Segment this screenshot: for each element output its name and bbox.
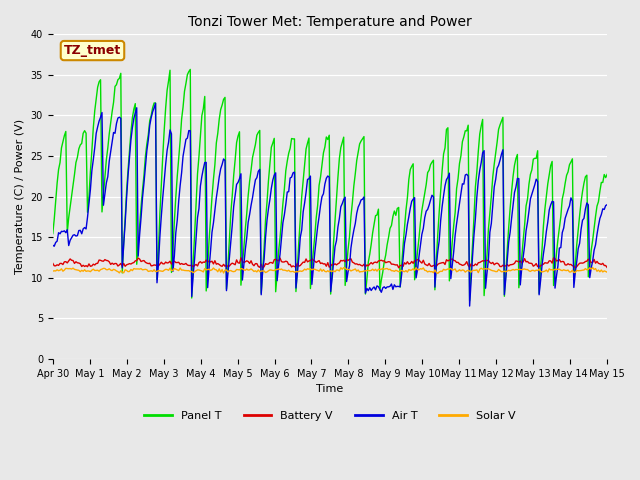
Battery V <box>602 263 609 268</box>
Air T <box>602 203 609 208</box>
Battery V <box>237 255 244 261</box>
Solar V <box>85 268 93 274</box>
Air T <box>68 235 76 240</box>
Battery V <box>337 258 345 264</box>
Line: Solar V: Solar V <box>52 267 607 274</box>
Battery V <box>68 257 76 263</box>
Panel T <box>85 194 93 200</box>
Air T <box>604 202 611 207</box>
Air T <box>466 303 474 309</box>
Battery V <box>447 256 454 262</box>
Text: TZ_tmet: TZ_tmet <box>64 44 121 57</box>
Panel T <box>529 156 537 162</box>
Y-axis label: Temperature (C) / Power (V): Temperature (C) / Power (V) <box>15 119 25 274</box>
Panel T <box>602 175 609 180</box>
Panel T <box>604 171 611 177</box>
Solar V <box>334 267 342 273</box>
Panel T <box>335 156 343 161</box>
Solar V <box>49 268 56 274</box>
Air T <box>152 100 159 106</box>
Legend: Panel T, Battery V, Air T, Solar V: Panel T, Battery V, Air T, Solar V <box>140 407 520 426</box>
Air T <box>85 200 93 206</box>
Air T <box>49 242 56 248</box>
Line: Air T: Air T <box>52 103 607 306</box>
Panel T <box>445 278 453 284</box>
Solar V <box>528 267 536 273</box>
Battery V <box>49 261 56 266</box>
Solar V <box>602 269 609 275</box>
Line: Panel T: Panel T <box>52 70 607 300</box>
Air T <box>335 216 343 221</box>
Solar V <box>445 266 453 272</box>
Panel T <box>49 231 56 237</box>
Solar V <box>68 266 76 272</box>
Title: Tonzi Tower Met: Temperature and Power: Tonzi Tower Met: Temperature and Power <box>188 15 472 29</box>
Air T <box>445 170 453 176</box>
Solar V <box>434 271 442 276</box>
Solar V <box>604 269 611 275</box>
Battery V <box>259 265 266 271</box>
Solar V <box>589 264 596 270</box>
Battery V <box>85 261 93 267</box>
Battery V <box>529 264 537 269</box>
Air T <box>529 187 537 192</box>
X-axis label: Time: Time <box>316 384 344 394</box>
Line: Battery V: Battery V <box>52 258 607 268</box>
Panel T <box>68 193 76 199</box>
Panel T <box>466 298 474 303</box>
Battery V <box>604 264 611 270</box>
Panel T <box>186 67 194 72</box>
